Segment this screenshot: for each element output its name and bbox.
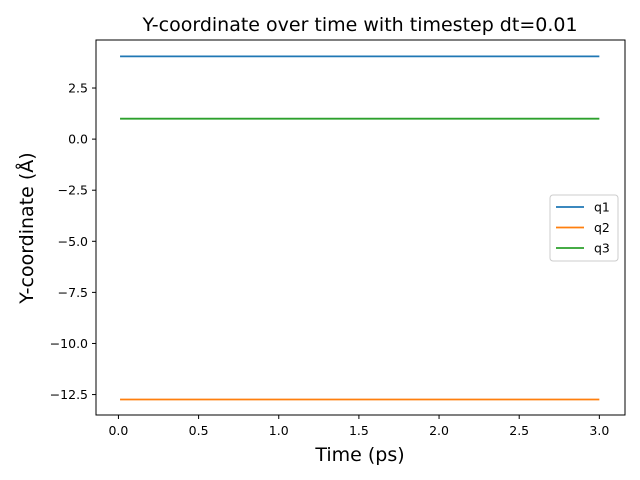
x-tick-label: 0.5 — [189, 423, 209, 438]
legend: q1 q2 q3 — [549, 194, 619, 262]
x-tick-label: 3.0 — [589, 423, 609, 438]
x-tick-label: 2.5 — [509, 423, 529, 438]
x-axis-label: Time (ps) — [314, 444, 404, 466]
x-tick-label: 1.0 — [269, 423, 289, 438]
y-axis-label: Y-coordinate (Å) — [15, 152, 38, 304]
legend-label-q2: q2 — [594, 220, 610, 235]
y-tick-label: −2.5 — [58, 183, 88, 198]
legend-label-q1: q1 — [594, 200, 610, 215]
y-tick-label: −10.0 — [50, 336, 88, 351]
y-tick-label: −5.0 — [58, 234, 88, 249]
x-tick-label: 2.0 — [429, 423, 449, 438]
y-tick-label: −12.5 — [50, 387, 88, 402]
axes-frame — [95, 39, 626, 416]
y-tick-label: −7.5 — [58, 285, 88, 300]
x-tick-label: 0.0 — [108, 423, 128, 438]
x-tick-label: 1.5 — [349, 423, 369, 438]
chart-title: Y-coordinate over time with timestep dt=… — [141, 14, 577, 36]
legend-label-q3: q3 — [594, 241, 610, 256]
y-tick-label: 2.5 — [68, 81, 88, 96]
y-tick-label: 0.0 — [68, 132, 88, 147]
plot-area: 0.0 0.5 1.0 1.5 2.0 2.5 3.0 2.5 0.0 −2.5 −5.0 −7.5 −… — [50, 39, 626, 438]
